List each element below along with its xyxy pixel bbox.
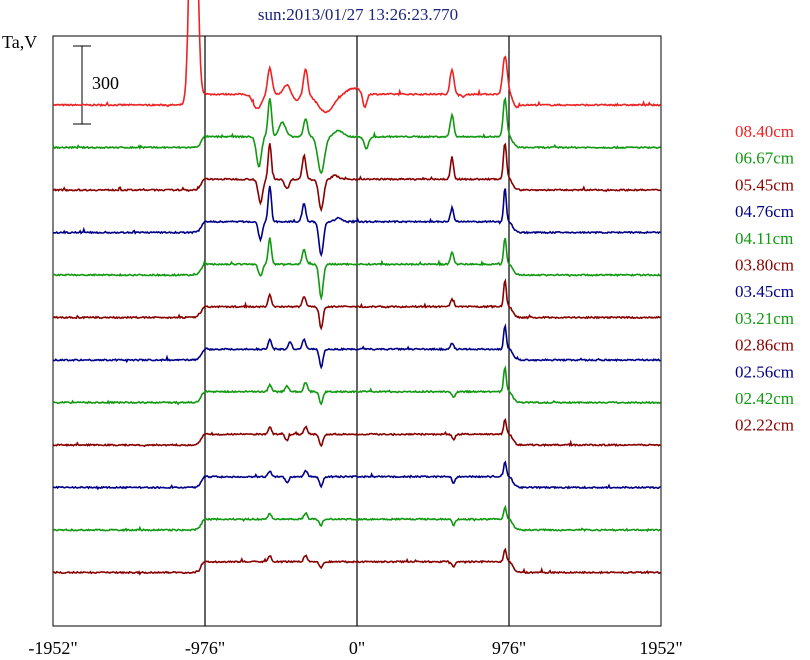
x-tick-label: 976"	[492, 638, 526, 658]
legend-entry: 03.80cm	[735, 256, 794, 275]
series-line-05.45cm	[52, 142, 661, 213]
legend-entry: 02.22cm	[735, 416, 794, 435]
x-tick-label: 0"	[349, 638, 365, 658]
legend-entry: 08.40cm	[735, 122, 794, 141]
legend-entry: 02.56cm	[735, 362, 794, 381]
legend-entry: 02.86cm	[735, 336, 794, 355]
legend-entry: 04.76cm	[735, 202, 794, 221]
y-axis-label: Ta,V	[2, 32, 37, 52]
series-line-03.21cm	[52, 364, 661, 406]
series-line-08.40cm	[52, 0, 661, 114]
series-line-02.86cm	[52, 417, 661, 448]
chart-title: sun:2013/01/27 13:26:23.770	[258, 5, 458, 24]
series-line-02.22cm	[52, 547, 661, 576]
x-tick-label: -976"	[185, 638, 225, 658]
x-tick-labels: -1952" -976" 0" 976" 1952"	[28, 638, 682, 658]
legend-entry: 03.45cm	[735, 282, 794, 301]
legend-entry: 06.67cm	[735, 149, 794, 168]
x-tick-label: -1952"	[28, 638, 77, 658]
scale-bar: 300	[73, 45, 119, 125]
series-line-03.80cm	[52, 277, 661, 331]
legend-entry: 05.45cm	[735, 175, 794, 194]
series-line-03.45cm	[52, 323, 661, 370]
x-tick-label: 1952"	[639, 638, 682, 658]
legend-entry: 02.42cm	[735, 389, 794, 408]
series-line-04.11cm	[52, 237, 661, 302]
series-line-06.67cm	[52, 96, 661, 175]
vertical-markers	[204, 36, 510, 626]
legend-entry: 03.21cm	[735, 309, 794, 328]
scale-bar-label: 300	[92, 73, 119, 93]
series-lines	[52, 0, 661, 576]
series-line-02.42cm	[52, 504, 661, 533]
series-line-04.76cm	[52, 185, 661, 258]
legend-entry: 04.11cm	[735, 229, 793, 248]
series-line-02.56cm	[52, 460, 661, 491]
legend: 08.40cm 06.67cm 05.45cm 04.76cm 04.11cm 03.80…	[735, 122, 794, 435]
